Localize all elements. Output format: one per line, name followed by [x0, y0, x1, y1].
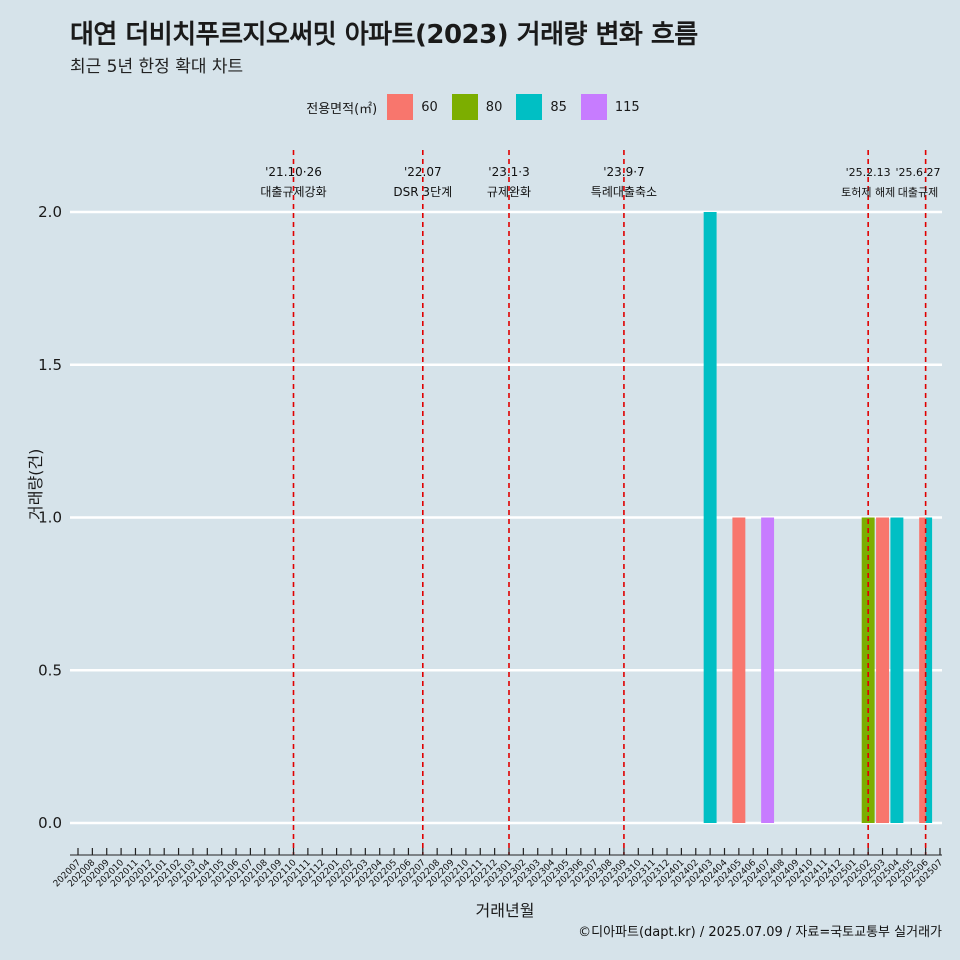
y-tick-label: 1.0	[38, 509, 62, 527]
bar-60-202506	[919, 517, 926, 823]
bar-80-202502	[861, 517, 875, 823]
event-name-label: 대출규제	[898, 186, 938, 199]
y-axis-title: 거래량(건)	[26, 448, 45, 520]
bar-60-202405	[732, 517, 746, 823]
legend-label-85: 85	[550, 99, 567, 115]
chart-subtitle: 최근 5년 한정 확대 차트	[70, 57, 244, 77]
event-date-label: '25.6·27	[895, 166, 940, 179]
event-date-label: '25.2.13	[846, 166, 891, 179]
legend-label-80: 80	[485, 99, 503, 115]
event-name-label: 규제완화	[487, 185, 531, 199]
legend-label-115: 115	[614, 99, 640, 115]
legend-title: 전용면적(㎡)	[306, 101, 378, 117]
legend-label-60: 60	[421, 99, 438, 115]
legend-swatch-80	[451, 94, 478, 120]
event-date-label: '21.10·26	[265, 165, 322, 179]
legend-item-60: 60	[387, 94, 438, 120]
legend-swatch-115	[580, 94, 607, 120]
legend-item-85: 85	[516, 94, 567, 120]
legend-item-115: 115	[580, 94, 640, 120]
bar-60-202503	[876, 517, 889, 823]
event-date-label: '22.07	[404, 165, 442, 179]
source-caption: ©디아파트(dapt.kr) / 2025.07.09 / 자료=국토교통부 실…	[578, 925, 942, 940]
bar-115-202407	[761, 517, 775, 823]
event-name-label: 대출규제강화	[260, 185, 326, 199]
event-name-label: 특례대출축소	[591, 185, 657, 199]
legend-item-80: 80	[451, 94, 503, 120]
y-tick-label: 0.0	[38, 814, 62, 832]
bar-85-202504	[890, 517, 904, 823]
x-axis-title: 거래년월	[475, 901, 535, 920]
event-date-label: '23.1·3	[488, 165, 529, 179]
legend-swatch-85	[516, 94, 543, 120]
chart-title: 대연 더비치푸르지오써밋 아파트(2023) 거래량 변화 흐름	[70, 20, 698, 50]
legend-swatch-60	[387, 94, 414, 120]
legend: 전용면적(㎡) 60 80 85 115	[0, 92, 960, 122]
bar-85-202506	[925, 517, 933, 823]
event-name-label: 토허제 해제	[841, 185, 895, 199]
event-name-label: DSR 3단계	[393, 185, 452, 199]
bar-85-202403	[703, 212, 717, 823]
y-tick-label: 0.5	[38, 661, 62, 679]
event-date-label: '23.9·7	[603, 165, 644, 179]
y-tick-label: 2.0	[38, 203, 62, 221]
y-tick-label: 1.5	[38, 356, 62, 374]
